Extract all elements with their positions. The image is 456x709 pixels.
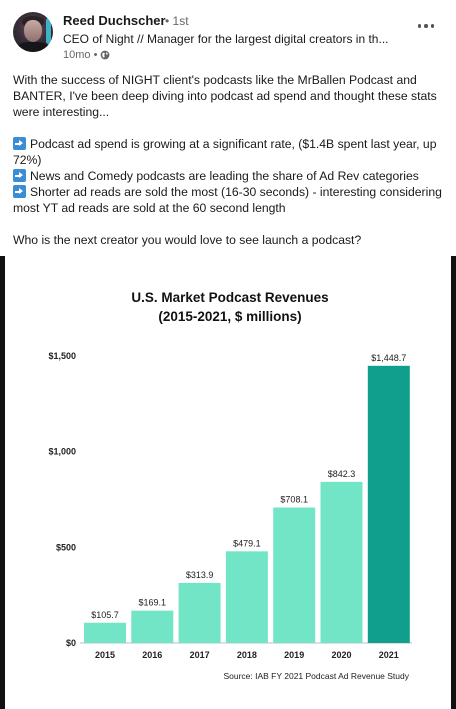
chart-title: U.S. Market Podcast Revenues	[131, 290, 328, 305]
x-axis-ticks: 2015 2016 2017 2018 2019 2020 2021	[95, 650, 399, 660]
chart-source: Source: IAB FY 2021 Podcast Ad Revenue S…	[223, 671, 409, 681]
image-border-left	[0, 256, 5, 709]
post-bullet-text: Podcast ad spend is growing at a signifi…	[13, 137, 437, 167]
post-meta: 10mo •	[63, 49, 110, 61]
x-tick-label: 2018	[237, 650, 257, 660]
post-time: 10mo •	[63, 49, 98, 61]
bar-value-label: $313.9	[186, 570, 214, 580]
right-arrow-emoji-icon	[13, 185, 26, 198]
post-bullet: Shorter ad reads are sold the most (16-3…	[13, 184, 445, 216]
post-header: Reed Duchscher • 1st CEO of Night // Man…	[0, 0, 456, 66]
bar-value-label: $169.1	[139, 598, 167, 608]
avatar-shirt	[17, 42, 49, 52]
more-horizontal-icon	[424, 24, 428, 28]
bar-2017	[178, 582, 221, 643]
author-name[interactable]: Reed Duchscher	[63, 13, 166, 28]
chart-bars: $105.7 $169.1 $313.9 $479.1 $708.1 $842.3 $1,4…	[84, 353, 410, 643]
post-image[interactable]: U.S. Market Podcast Revenues (2015-2021,…	[0, 256, 456, 709]
y-tick-label: $500	[56, 542, 76, 552]
bar-value-label: $479.1	[233, 538, 261, 548]
bar-value-label: $1,448.7	[371, 353, 406, 363]
bar-value-label: $105.7	[91, 610, 119, 620]
x-tick-label: 2016	[142, 650, 162, 660]
post-bullet-text: News and Comedy podcasts are leading the…	[30, 169, 419, 183]
x-tick-label: 2017	[190, 650, 210, 660]
post-intro: With the success of NIGHT client's podca…	[13, 73, 437, 119]
y-axis-ticks: $0 $500 $1,000 $1,500	[48, 351, 76, 648]
y-tick-label: $0	[66, 638, 76, 648]
avatar[interactable]	[13, 12, 53, 52]
chart-subtitle: (2015-2021, $ millions)	[158, 309, 301, 324]
avatar-face	[24, 20, 42, 42]
bar-value-label: $842.3	[328, 469, 356, 479]
y-tick-label: $1,500	[48, 351, 76, 361]
bar-2021	[367, 365, 410, 643]
post-bullet-text: Shorter ad reads are sold the most (16-3…	[13, 185, 442, 215]
more-horizontal-icon	[430, 24, 435, 28]
x-tick-label: 2015	[95, 650, 115, 660]
revenue-bar-chart: U.S. Market Podcast Revenues (2015-2021,…	[48, 290, 412, 681]
right-arrow-emoji-icon	[13, 137, 26, 150]
more-options-button[interactable]	[412, 16, 440, 36]
bar-value-label: $708.1	[280, 495, 308, 505]
right-arrow-emoji-icon	[13, 169, 26, 182]
globe-icon	[101, 50, 110, 60]
image-border-right	[451, 256, 456, 709]
bar-2016	[131, 610, 174, 643]
more-horizontal-icon	[417, 24, 422, 28]
avatar-neon-light	[46, 18, 51, 44]
post-question: Who is the next creator you would love t…	[13, 233, 362, 247]
bar-2019	[273, 507, 316, 643]
author-headline: CEO of Night // Manager for the largest …	[63, 32, 389, 46]
connection-degree: • 1st	[165, 14, 189, 28]
post-body: With the success of NIGHT client's podca…	[13, 72, 445, 248]
bar-2020	[320, 481, 363, 643]
post-bullet: Podcast ad spend is growing at a signifi…	[13, 136, 445, 168]
x-tick-label: 2021	[379, 650, 399, 660]
bar-2015	[84, 622, 126, 643]
bar-2018	[225, 551, 268, 643]
post-bullet: News and Comedy podcasts are leading the…	[13, 168, 445, 184]
x-tick-label: 2019	[284, 650, 304, 660]
y-tick-label: $1,000	[48, 447, 76, 457]
x-tick-label: 2020	[331, 650, 351, 660]
